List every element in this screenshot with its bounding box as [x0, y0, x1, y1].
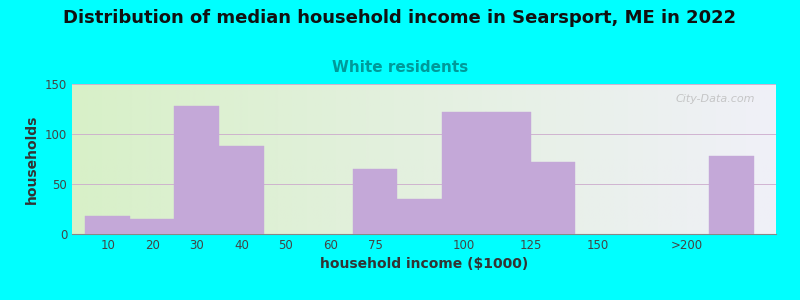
Y-axis label: households: households [26, 114, 39, 204]
Bar [353, 169, 398, 234]
Text: City-Data.com: City-Data.com [675, 94, 755, 104]
Text: White residents: White residents [332, 60, 468, 75]
Text: Distribution of median household income in Searsport, ME in 2022: Distribution of median household income … [63, 9, 737, 27]
Bar [486, 112, 531, 234]
Bar [398, 199, 442, 234]
Bar [174, 106, 219, 234]
X-axis label: household income ($1000): household income ($1000) [320, 257, 528, 272]
Bar [709, 156, 754, 234]
Bar [531, 162, 575, 234]
Bar [86, 216, 130, 234]
Bar [442, 112, 486, 234]
Bar [219, 146, 263, 234]
Bar [130, 219, 174, 234]
